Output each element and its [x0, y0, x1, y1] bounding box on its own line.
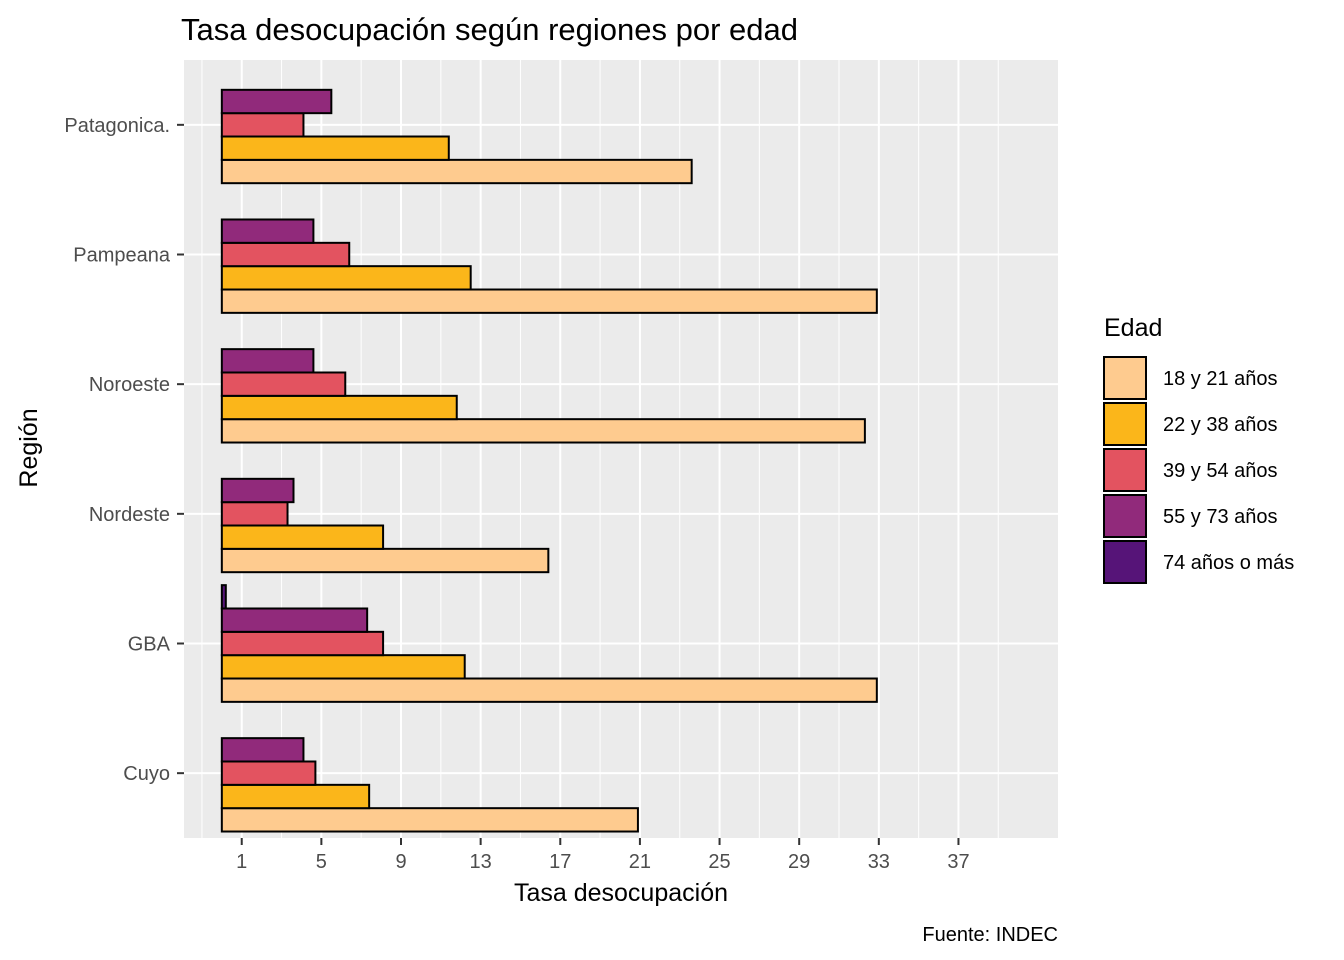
bar [220, 760, 317, 786]
legend-key [1103, 540, 1147, 584]
y-tick-label: Nordeste [89, 504, 170, 526]
y-tick-label: Pampeana [73, 245, 171, 267]
bar [220, 135, 450, 161]
x-tick-label: 17 [549, 851, 571, 873]
bar [220, 394, 458, 421]
legend-key [1103, 356, 1147, 400]
bar [220, 158, 693, 185]
y-tick-label: Patagonica. [64, 115, 170, 137]
major-gridlines [184, 60, 1058, 838]
bar [220, 241, 351, 268]
x-tick-label: 1 [236, 851, 247, 873]
legend-label: 74 años o más [1163, 552, 1294, 574]
y-axis: Cuyo GBA Nordeste Noroeste Pampeana Patagonic… [64, 115, 184, 785]
bar [220, 607, 369, 633]
bar [220, 807, 639, 833]
x-tick-label: 5 [316, 851, 327, 873]
x-tick-label: 33 [868, 851, 890, 873]
plot-panel [184, 60, 1058, 838]
bar [220, 288, 878, 314]
x-tick-label: 25 [708, 851, 730, 873]
bar [220, 348, 315, 374]
bar [220, 737, 305, 763]
x-tick-label: 21 [629, 851, 651, 873]
bar [220, 477, 295, 504]
legend-label: 39 y 54 años [1163, 460, 1278, 482]
bar [220, 677, 878, 703]
bar [220, 547, 550, 574]
bar [220, 88, 333, 115]
y-tick-label: GBA [128, 634, 171, 656]
y-tick-label: Noroeste [89, 374, 170, 396]
legend: Edad 18 y 21 años 22 y 38 años 39 y 54 año… [1103, 314, 1294, 584]
bar [220, 584, 227, 610]
x-tick-label: 9 [395, 851, 406, 873]
legend-label: 22 y 38 años [1163, 414, 1278, 436]
bar [220, 371, 347, 397]
bar [220, 524, 385, 550]
legend-key [1103, 494, 1147, 538]
bar [220, 418, 866, 444]
bar [220, 654, 466, 680]
x-axis-title: Tasa desocupación [514, 879, 728, 907]
y-axis-title: Región [15, 408, 43, 487]
bar [220, 218, 315, 244]
legend-label: 18 y 21 años [1163, 368, 1278, 390]
bar [220, 112, 305, 138]
minor-gridlines [201, 60, 999, 838]
bar-marks [220, 88, 878, 833]
bar [220, 265, 472, 291]
x-tick-label: 13 [470, 851, 492, 873]
x-axis: 1 5 9 13 17 21 25 29 33 37 [236, 838, 970, 873]
x-tick-label: 29 [788, 851, 810, 873]
bar [220, 501, 289, 527]
legend-title: Edad [1104, 314, 1162, 342]
legend-label: 55 y 73 años [1163, 506, 1278, 528]
legend-key [1103, 448, 1147, 492]
bar [220, 630, 385, 657]
x-tick-label: 37 [947, 851, 969, 873]
legend-key [1103, 402, 1147, 446]
bar [220, 783, 371, 810]
chart-title: Tasa desocupación según regiones por eda… [181, 12, 798, 47]
y-tick-label: Cuyo [123, 763, 170, 785]
caption-source: Fuente: INDEC [922, 924, 1058, 946]
